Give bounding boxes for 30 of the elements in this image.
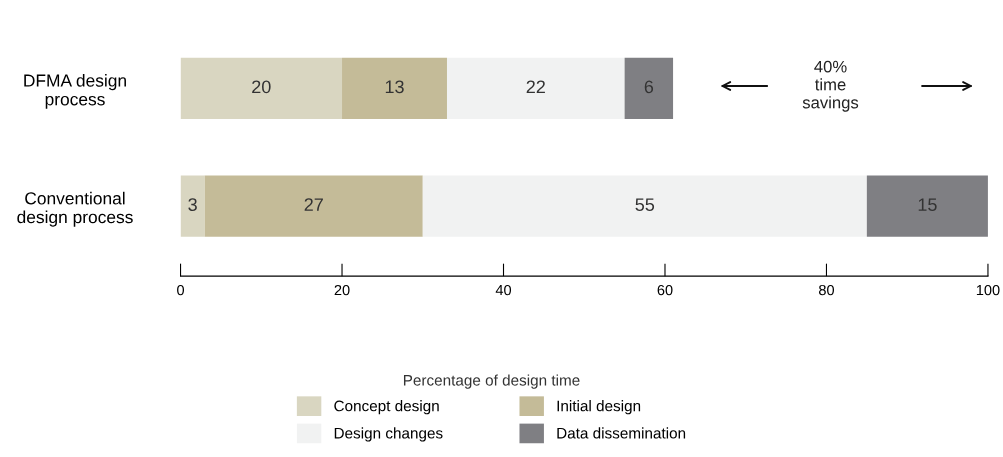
legend-title: Percentage of design time [403, 374, 580, 389]
legend-label: Data dissemination [557, 427, 686, 439]
data-label: 15 [918, 198, 937, 211]
bar [422, 175, 867, 237]
data-label: 3 [188, 198, 197, 211]
annotation: 40% time savings [802, 60, 859, 112]
legend-label: Design changes [334, 427, 443, 442]
x-tick-label: 40 [495, 284, 512, 296]
x-tick-label: 20 [334, 284, 350, 296]
x-tick-label: 0 [177, 284, 185, 296]
bar [624, 57, 674, 119]
data-label: 13 [385, 80, 404, 94]
data-label: 27 [304, 198, 323, 211]
bar [204, 175, 423, 237]
bar [180, 57, 343, 119]
bar [446, 57, 625, 119]
x-tick-label: 60 [657, 284, 673, 296]
legend-label: Concept design [334, 400, 439, 415]
data-label: 6 [644, 80, 654, 94]
y-tick-label: Conventional design process [17, 191, 133, 227]
bar [866, 175, 988, 237]
data-label: 22 [526, 80, 545, 94]
x-tick-label: 80 [819, 284, 835, 296]
data-label: 55 [635, 198, 655, 211]
bar [180, 175, 205, 237]
y-tick-label: DFMA design process [24, 73, 126, 109]
legend-label: Initial design [557, 400, 641, 415]
bar [342, 57, 447, 119]
x-tick-label: 100 [976, 284, 1000, 296]
data-label: 20 [252, 80, 271, 94]
